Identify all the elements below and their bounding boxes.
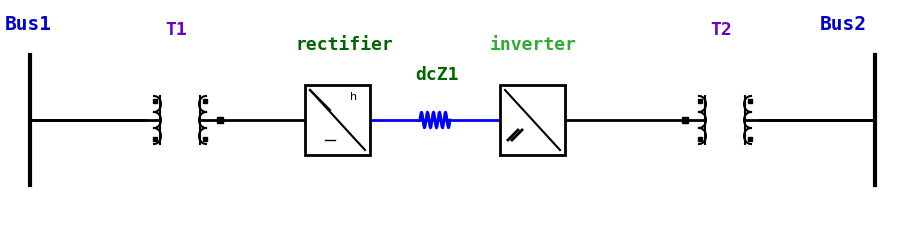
Text: h: h <box>350 92 357 102</box>
Bar <box>305 85 370 155</box>
Text: inverter: inverter <box>490 36 577 54</box>
Bar <box>500 85 565 155</box>
Text: T2: T2 <box>710 21 732 39</box>
Text: rectifier: rectifier <box>295 36 393 54</box>
Text: T1: T1 <box>165 21 186 39</box>
Text: dcZ1: dcZ1 <box>415 66 459 84</box>
Text: Bus1: Bus1 <box>5 15 52 34</box>
Text: Bus2: Bus2 <box>820 15 867 34</box>
